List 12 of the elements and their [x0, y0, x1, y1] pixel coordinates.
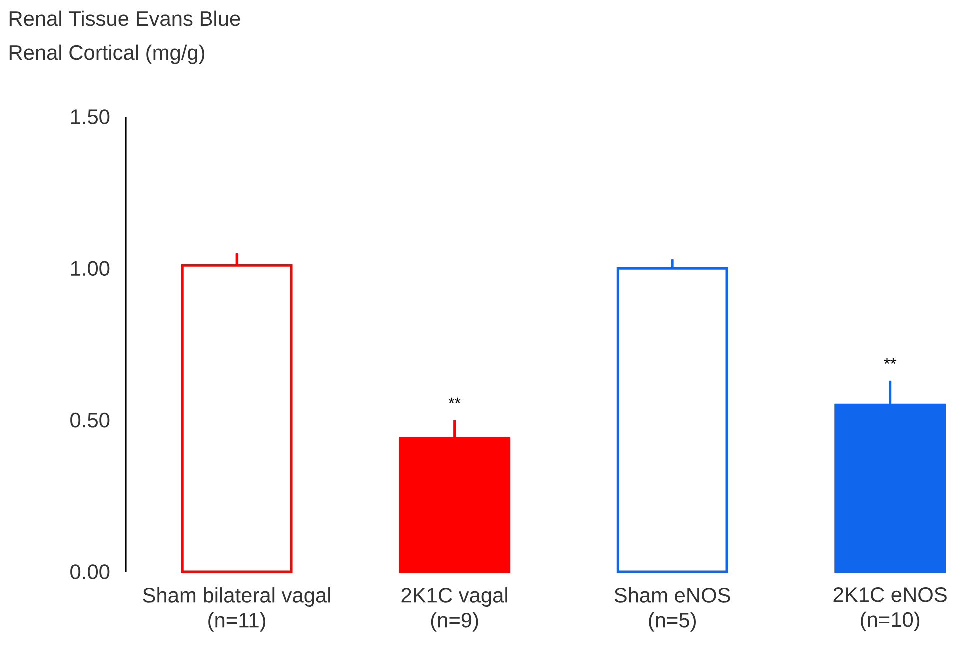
y-axis-title: Renal Cortical (mg/g)	[10, 44, 205, 64]
y-tick-label: 1.00	[71, 261, 110, 276]
x-tick-label: Sham eNOS (n=5)	[614, 588, 730, 632]
annotation: **	[884, 358, 896, 364]
x-tick-label: Sham bilateral vagal (n=11)	[143, 588, 330, 632]
annotation: **	[448, 398, 461, 404]
y-tick-label: 0.00	[70, 564, 110, 580]
y-tick-label: 1.50	[71, 110, 110, 124]
x-tick-label: 2K1C eNOS (n=10)	[834, 588, 947, 632]
x-tick-label: 2K1C vagal (n=9)	[402, 588, 508, 632]
y-tick-label: 0.50	[70, 412, 110, 428]
chart-title: Renal Tissue Evans Blue	[10, 10, 240, 26]
